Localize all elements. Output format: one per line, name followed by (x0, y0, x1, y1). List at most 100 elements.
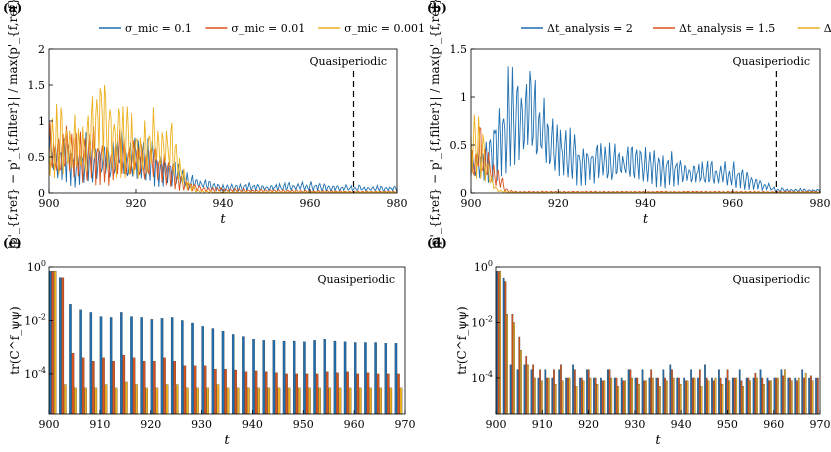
bar (724, 377, 727, 415)
bar (742, 386, 745, 415)
bar (676, 377, 679, 415)
bar (231, 334, 235, 415)
bar (155, 387, 159, 415)
bar (777, 377, 779, 415)
bar (193, 365, 197, 415)
bar (53, 271, 57, 415)
bar (719, 377, 722, 415)
axes-box (48, 266, 406, 415)
bar (348, 387, 352, 415)
bar (366, 372, 370, 415)
bar (130, 316, 133, 415)
annotation-label: Quasiperiodic (310, 55, 388, 68)
bar (586, 369, 588, 415)
bar (561, 380, 564, 415)
y-axis-label: tr(C^f_ψψ) (455, 306, 469, 374)
x-tick-label: 950 (293, 418, 314, 431)
x-tick-label: 930 (624, 418, 645, 431)
bar (338, 387, 342, 415)
bar (678, 377, 680, 415)
bar (705, 377, 708, 415)
bar (214, 369, 217, 415)
bar (387, 373, 390, 415)
bar (541, 380, 543, 415)
bar (810, 375, 812, 415)
y-tick-label: 100 (27, 259, 46, 274)
x-tick-label: 900 (486, 418, 507, 431)
bar (153, 361, 156, 415)
bar (539, 369, 541, 415)
bar (794, 377, 797, 415)
bar (544, 369, 547, 415)
bar (655, 377, 658, 415)
series-line (470, 66, 821, 194)
bar (308, 387, 311, 415)
bar (71, 352, 75, 415)
bar (662, 369, 665, 415)
annotation-label: Quasiperiodic (733, 273, 811, 286)
y-tick-label: 10-2 (24, 312, 46, 327)
bar (389, 387, 393, 415)
bar (700, 386, 703, 415)
bar (797, 377, 800, 415)
bar (711, 377, 713, 415)
axes-box (470, 48, 821, 194)
bar (752, 377, 755, 415)
bar (92, 361, 95, 415)
bar (224, 369, 227, 415)
panel-d: (d) Quasiperiodic 900 910 920 930 940 950 960 970… (427, 236, 831, 448)
bar (638, 383, 640, 415)
y-tick-label: 10-4 (24, 366, 46, 381)
panel-a: (a) Quasiperiodic 900 920 940 960 980 0 0.5 1 1.5 2… (3, 0, 425, 249)
bar (738, 369, 741, 415)
x-tick-label: 960 (344, 418, 365, 431)
bar (617, 386, 620, 415)
bar (181, 320, 184, 415)
bar (749, 380, 751, 415)
bar (631, 377, 633, 415)
bar (756, 377, 758, 415)
bar (122, 355, 126, 415)
bar (685, 380, 687, 415)
bar (763, 383, 765, 415)
bar (135, 384, 138, 415)
bar (553, 369, 555, 415)
y-axis-label: tr(C^f_ψψ) (8, 306, 22, 374)
y-axis-label: |p'_{f,ref} − p'_{f,filter}| / max(p'_{f… (428, 0, 442, 249)
y-tick-label: 1.5 (28, 79, 46, 92)
bar (532, 364, 535, 415)
bar (641, 369, 644, 415)
bar (298, 387, 301, 415)
panel-b: (b) Quasiperiodic 900 920 940 960 980 0 0.5 1 1.5 t… (427, 0, 831, 249)
bar (252, 339, 255, 415)
panel-label: (d) (427, 236, 447, 250)
x-tick-label: 970 (395, 418, 416, 431)
bar (277, 387, 281, 415)
y-tick-label: 1.5 (450, 43, 468, 56)
y-tick-label: 0 (460, 187, 467, 200)
bar (726, 369, 729, 415)
bar (733, 377, 736, 415)
x-tick-label: 940 (635, 197, 656, 210)
bar (170, 317, 174, 415)
bar (176, 384, 179, 415)
bar (237, 387, 240, 415)
bar (497, 271, 500, 415)
bar (511, 313, 514, 415)
bar (94, 387, 98, 415)
bar (693, 377, 696, 415)
bar (499, 271, 502, 415)
x-tick-label: 980 (810, 197, 831, 210)
bar (221, 330, 225, 415)
bar (780, 369, 783, 415)
bar (790, 380, 793, 415)
bar (303, 341, 306, 415)
bar (714, 377, 717, 415)
bar (761, 377, 764, 415)
bar (326, 371, 329, 415)
bar (801, 369, 804, 415)
bar (356, 373, 360, 415)
bar (815, 377, 817, 415)
series-line (48, 84, 398, 194)
panel-label: (c) (3, 236, 22, 250)
